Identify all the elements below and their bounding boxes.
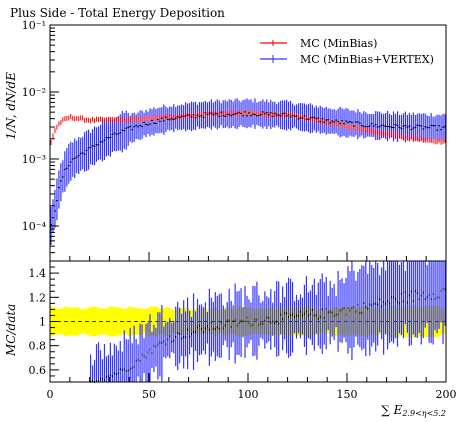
x-axis-label-sub: 2.9<η<5.2: [401, 409, 446, 418]
main-panel: 10⁻⁴ 10⁻³ 10⁻² 10⁻¹ 1/N, dN/dE MC (MinBias)…: [4, 19, 447, 262]
main-y-tick-label: 10⁻³: [22, 153, 46, 166]
x-tick-label: 0: [47, 388, 54, 401]
x-axis-label-main: ∑ E: [381, 403, 402, 417]
ratio-plot-area: [50, 261, 446, 383]
main-plot-area: [49, 98, 447, 245]
ratio-y-axis-label: MC/data: [4, 304, 18, 357]
ratio-y-tick-label: 0.8: [29, 340, 47, 353]
chart-title: Plus Side - Total Energy Deposition: [10, 6, 225, 20]
legend-label-minbias: MC (MinBias): [300, 37, 377, 50]
ratio-y-tick-label: 1.4: [29, 267, 47, 280]
x-tick-label: 150: [337, 388, 358, 401]
x-ticks: 0 50 100 150 200: [47, 373, 457, 401]
main-y-tick-label: 10⁻⁴: [22, 220, 47, 233]
x-tick-label: 100: [238, 388, 259, 401]
x-tick-label: 50: [142, 388, 156, 401]
main-y-axis-label: 1/N, dN/dE: [4, 72, 18, 140]
main-y-tick-label: 10⁻²: [22, 86, 46, 99]
ratio-y-tick-label: 1: [39, 316, 46, 329]
legend: MC (MinBias) MC (MinBias+VERTEX): [260, 37, 434, 66]
x-axis-label: ∑ E2.9<η<5.2: [381, 403, 446, 418]
ratio-y-tick-label: 0.6: [29, 364, 47, 377]
main-y-tick-label: 10⁻¹: [22, 19, 46, 32]
ratio-y-ticks: 0.6 0.8 1 1.2 1.4: [29, 260, 59, 383]
legend-label-vertex: MC (MinBias+VERTEX): [300, 53, 434, 66]
ratio-panel: 0.6 0.8 1 1.2 1.4 0 50 100 150 200 MC/data ∑ E2.…: [4, 260, 457, 418]
main-y-ticks: 10⁻⁴ 10⁻³ 10⁻² 10⁻¹: [22, 19, 447, 262]
x-tick-label: 200: [436, 388, 457, 401]
ratio-y-tick-label: 1.2: [29, 291, 47, 304]
